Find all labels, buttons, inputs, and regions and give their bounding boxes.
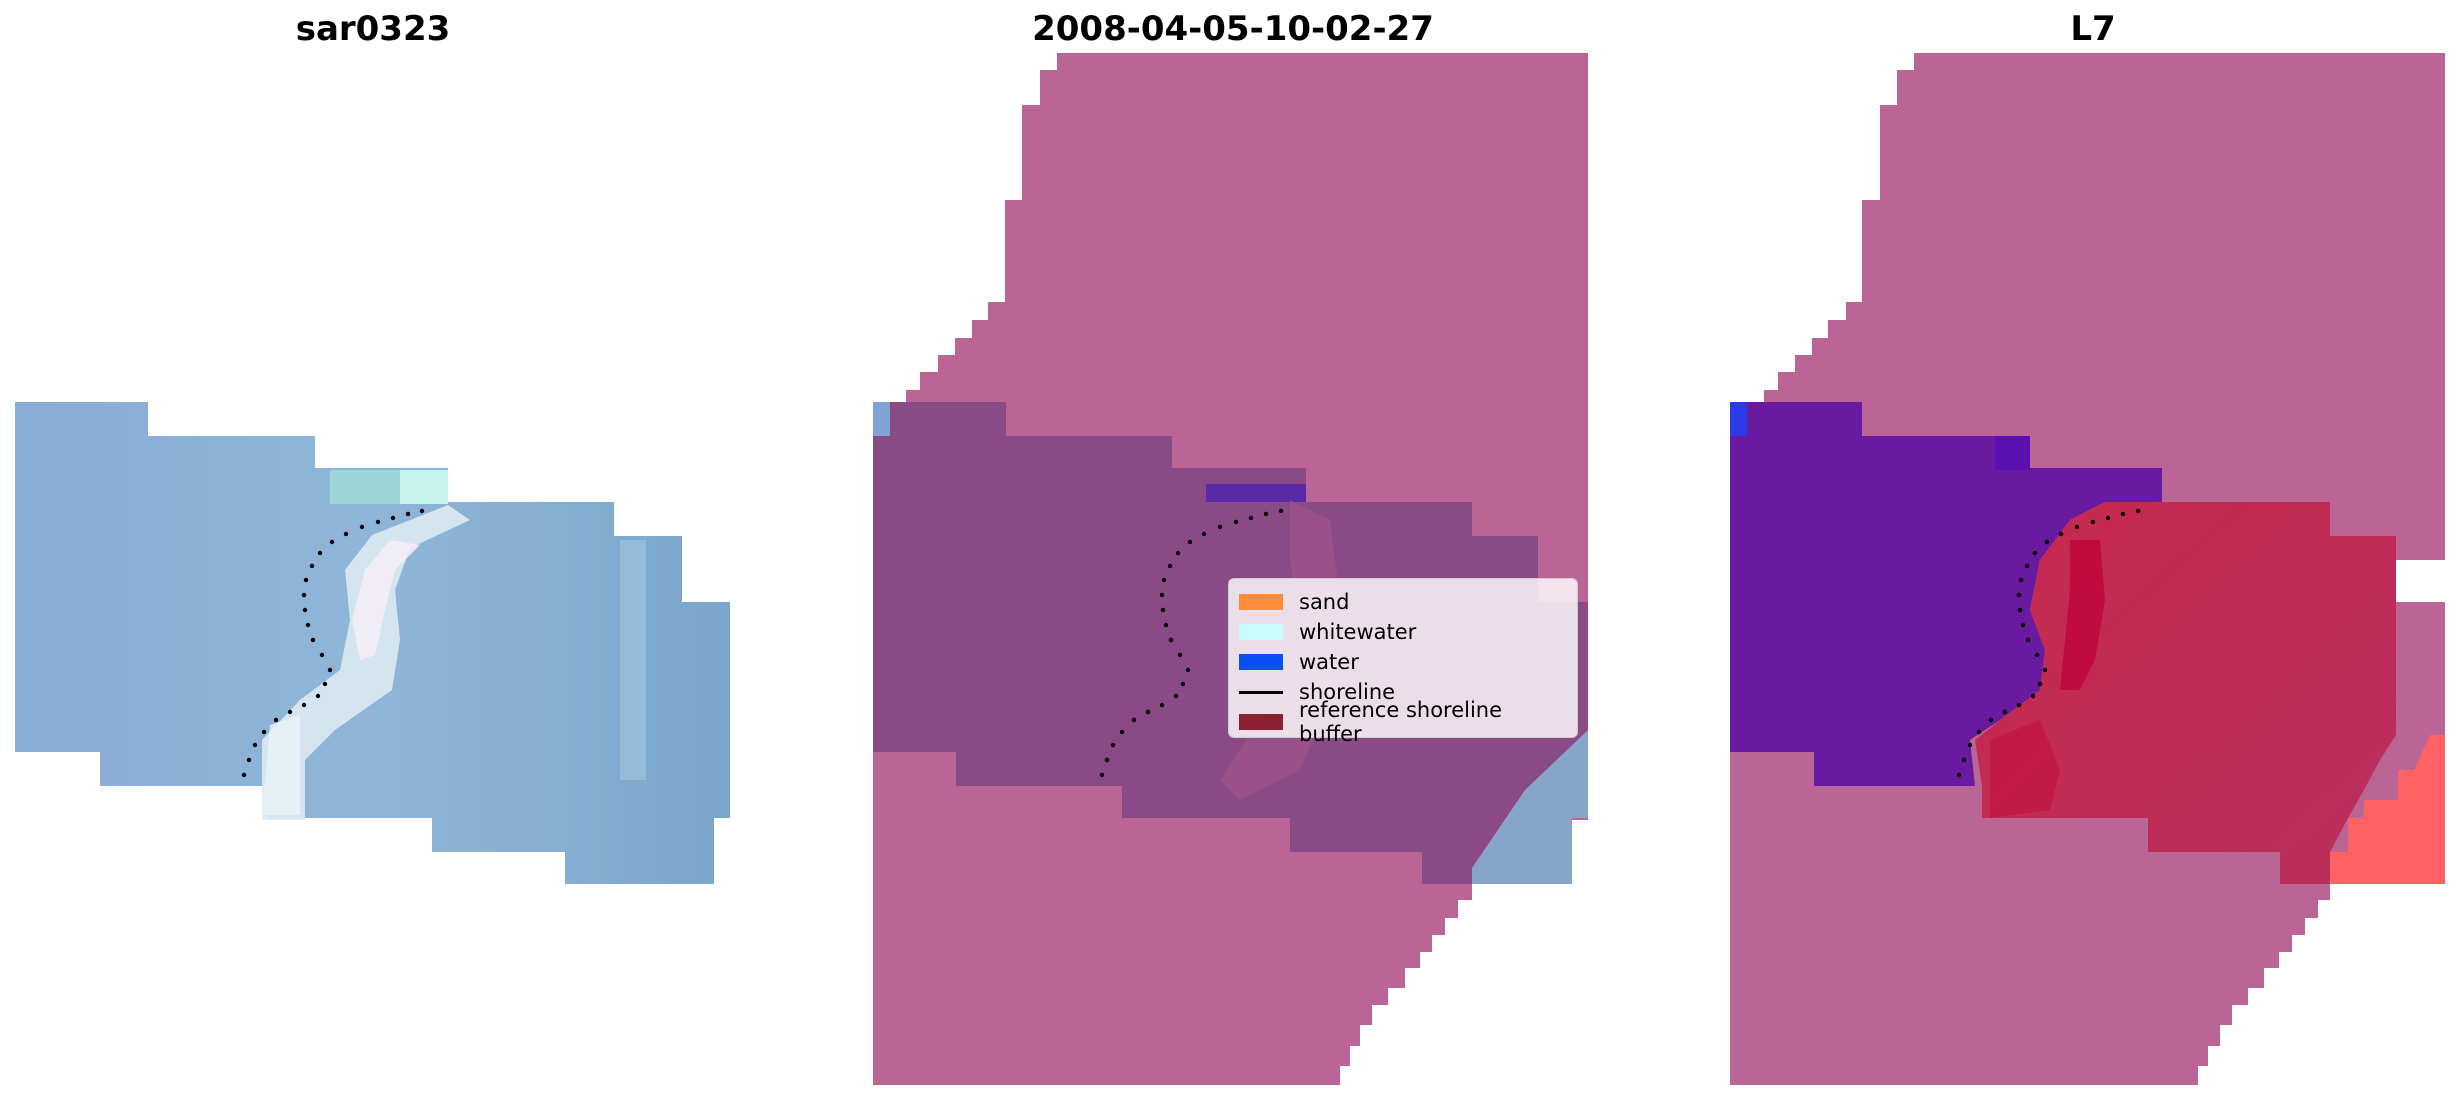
image-stripe: [620, 540, 646, 780]
legend-item-water: water: [1239, 647, 1567, 677]
shoreline-points-1: [241, 508, 425, 778]
legend-item-reference-buffer: reference shoreline buffer: [1239, 698, 1567, 746]
legend-label-sand: sand: [1299, 590, 1350, 614]
legend-swatch-whitewater: [1239, 624, 1283, 640]
panel-title-date: 2008-04-05-10-02-27: [1032, 9, 1434, 49]
classification-panel: [873, 53, 1588, 1085]
whitewater-band: [262, 505, 470, 820]
image-tile-cyan-2: [400, 470, 448, 504]
water-class-area: [1730, 402, 2162, 786]
whitewater-pixels: [1206, 484, 1306, 502]
panel-title-image: sar0323: [295, 9, 451, 49]
legend-swatch-shoreline: [1239, 690, 1283, 694]
legend-swatch-reference-buffer: [1239, 714, 1283, 730]
legend-item-sand: sand: [1239, 587, 1567, 617]
deep-water-pixels: [1995, 436, 2030, 470]
legend-item-shoreline: shoreline: [1239, 677, 1567, 707]
legend-swatch-water: [1239, 654, 1283, 670]
water-edge-pixel: [1730, 402, 1747, 436]
coastal-pixels: [1472, 730, 1588, 884]
shoreline-points-3: [1956, 508, 2141, 778]
blue-edge-pixel: [873, 402, 890, 436]
legend-label-reference-buffer: reference shoreline buffer: [1299, 698, 1503, 746]
legend-label-shoreline: shoreline: [1299, 680, 1396, 704]
legend-item-whitewater: whitewater: [1239, 617, 1567, 647]
panel-title-satellite: L7: [2070, 9, 2116, 49]
legend: sand whitewater water shoreline referenc…: [1228, 578, 1578, 746]
legend-label-whitewater: whitewater: [1299, 620, 1417, 644]
sand-lower-pixels: [1990, 720, 2060, 818]
whitewater-core: [352, 540, 420, 660]
sand-bright-pixels: [2330, 735, 2445, 884]
white-foam-toe: [262, 715, 300, 815]
sand-dark-strip: [2060, 540, 2105, 690]
legend-swatch-sand: [1239, 594, 1283, 610]
class-map-panel: [1730, 53, 2445, 1085]
legend-label-water: water: [1299, 650, 1359, 674]
shoreline-points-2: [1099, 508, 1284, 778]
satellite-image-panel: [15, 402, 730, 884]
